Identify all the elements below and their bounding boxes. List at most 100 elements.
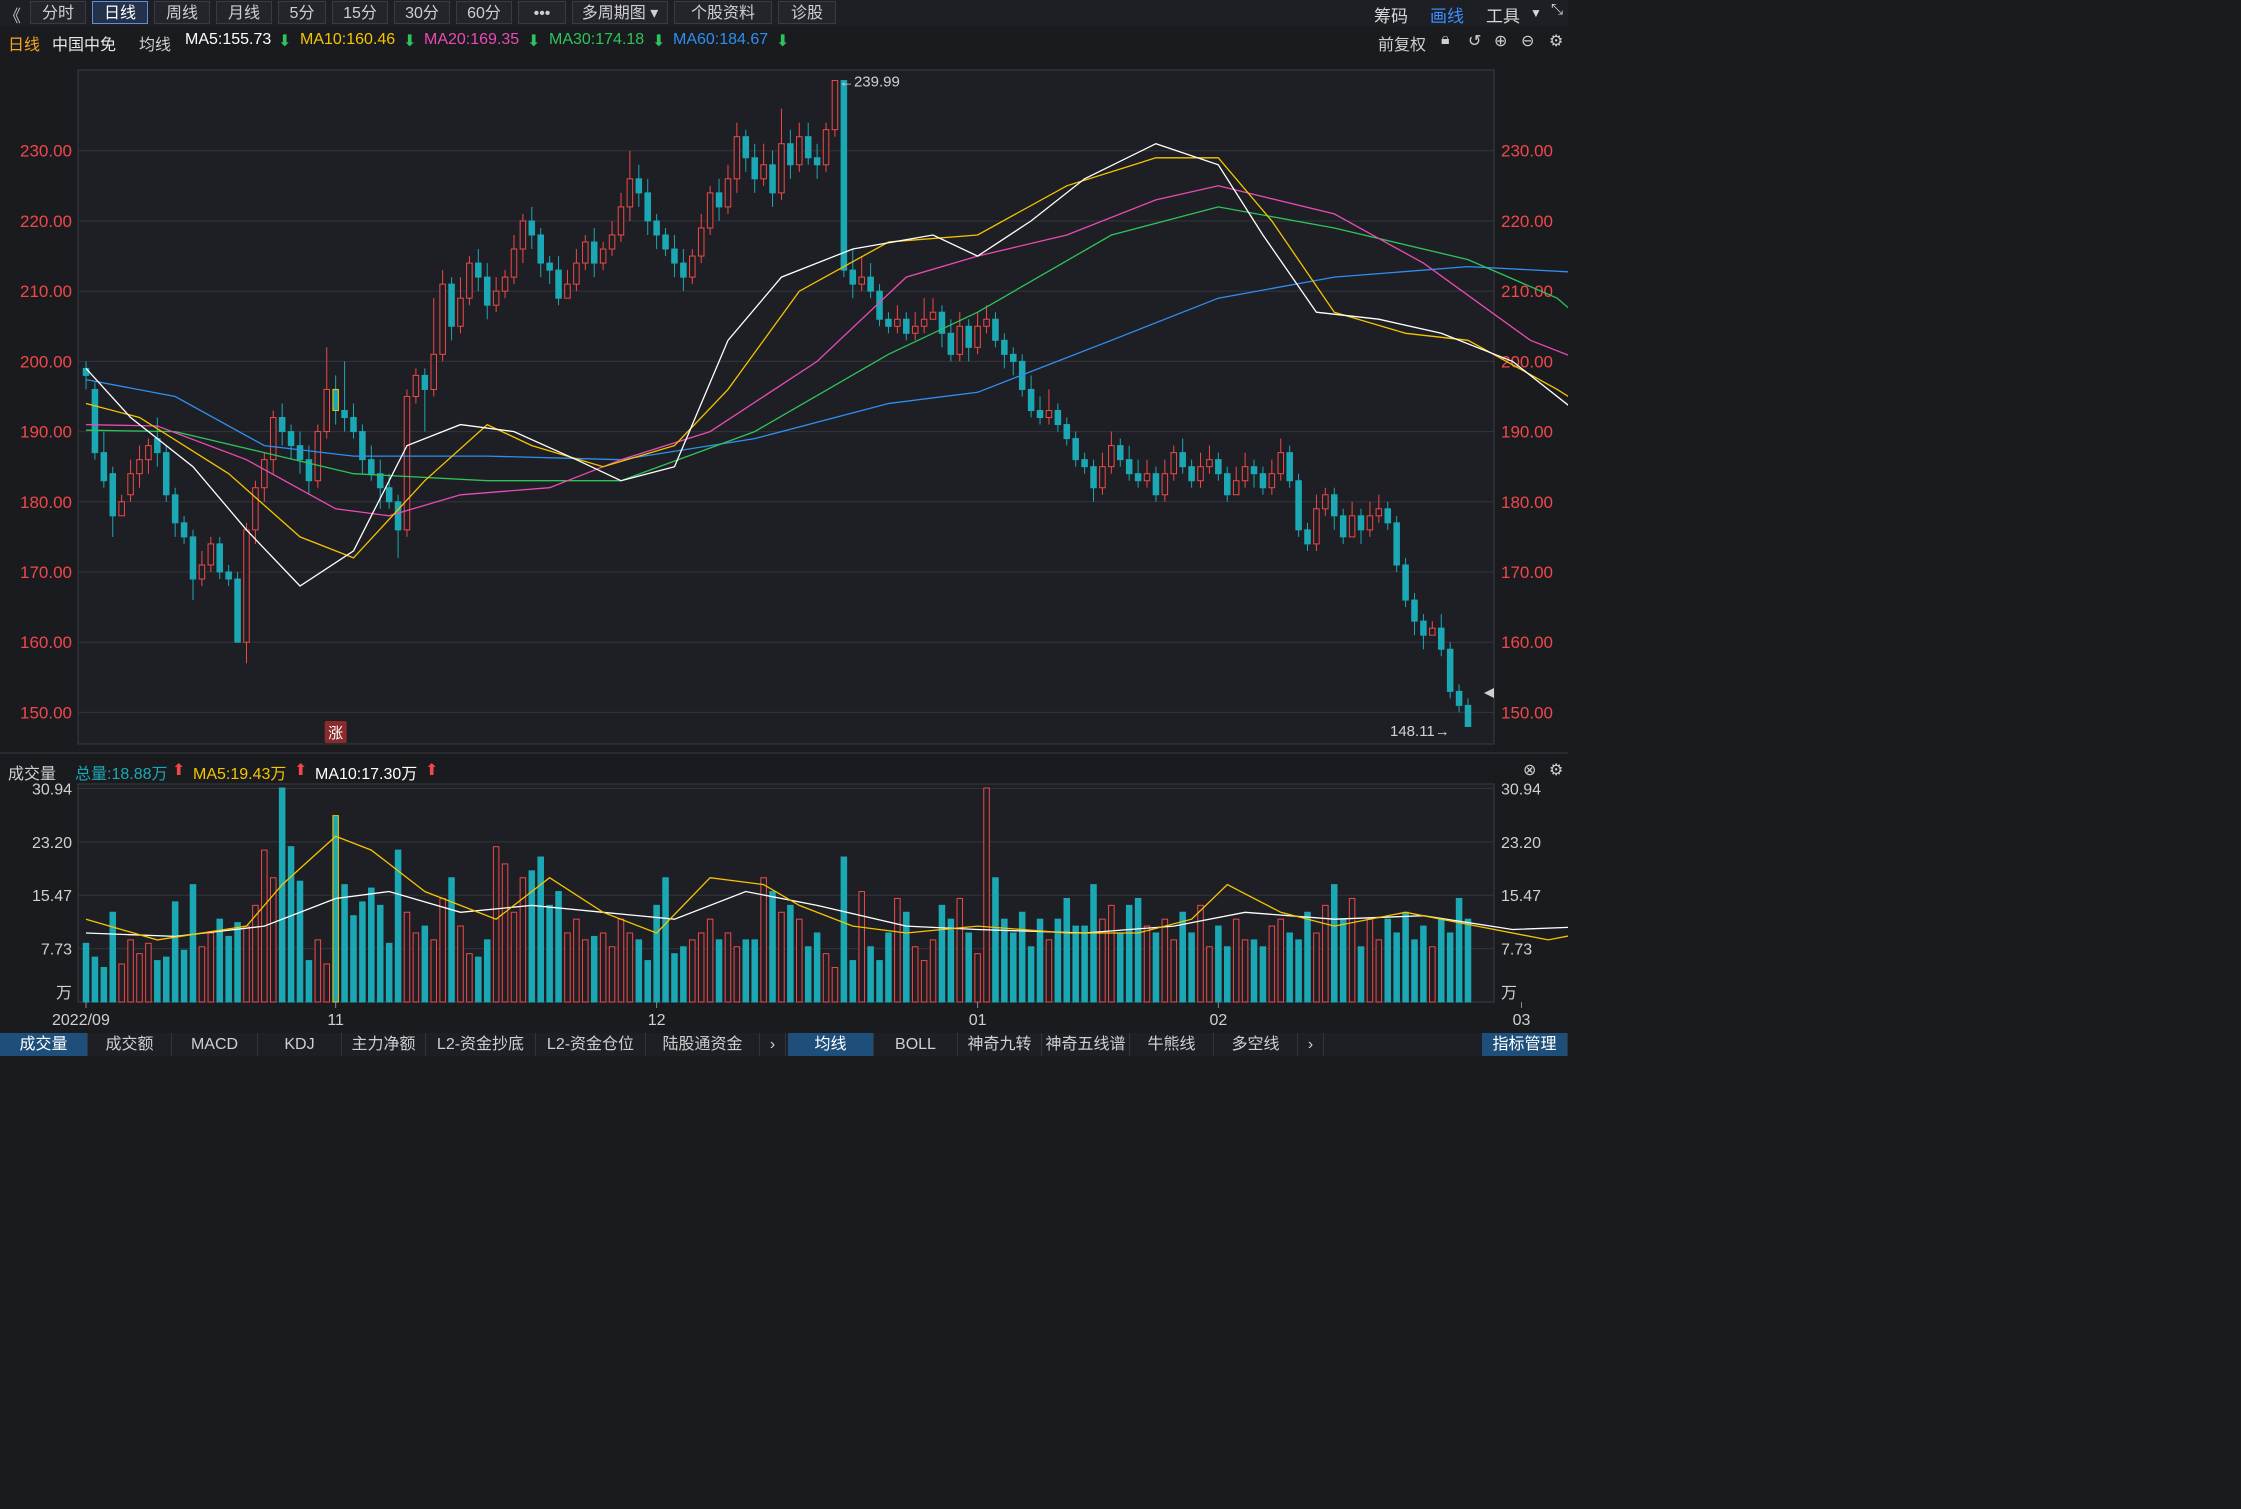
price-axis: 230.00 230.00 220.00 220.00 210.00 210.00 200.…	[20, 142, 1553, 723]
candle-body-72	[724, 178, 732, 208]
stock-name[interactable]: 中国中免	[52, 37, 117, 54]
overlay-tab-4[interactable]: 牛熊线	[1130, 1033, 1214, 1056]
period-tab-2[interactable]: 周线	[154, 1, 210, 24]
candle-body-5	[127, 473, 134, 496]
tools-button[interactable]: 工具	[1486, 7, 1520, 26]
chevron-down-icon[interactable]: ▼	[1530, 6, 1542, 20]
volume-bar-80	[796, 918, 803, 1003]
indicator-tab-7[interactable]: 陆股通资金	[646, 1033, 760, 1056]
volume-bar-142	[1348, 897, 1356, 1003]
lock-icon[interactable]: 🔒︎	[1441, 31, 1450, 48]
candle-97	[947, 319, 955, 362]
close-icon[interactable]: ⊗	[1523, 762, 1537, 779]
chips-button[interactable]: 筹码	[1374, 7, 1408, 26]
volume-bar-31	[359, 901, 366, 1003]
candle-94	[920, 298, 928, 334]
price-tick-left-2: 210.00	[20, 282, 72, 301]
scroll-right-icon[interactable]: ›	[760, 1033, 786, 1056]
volume-bar-32	[368, 887, 375, 1003]
ma10-line	[85, 157, 1568, 559]
candle-46	[492, 277, 500, 313]
volume-bar-46	[492, 846, 500, 1003]
overlay-scroll-right-icon[interactable]: ›	[1298, 1033, 1324, 1056]
volume-tick-left-2: 15.47	[32, 888, 72, 905]
settings-icon[interactable]: ⚙	[1549, 33, 1564, 50]
volume-unit-left: 万	[56, 985, 72, 1002]
candle-101	[983, 305, 990, 334]
zoom-in-icon[interactable]: ⊕	[1494, 33, 1508, 50]
overlay-tab-3[interactable]: 神奇五线谱	[1042, 1033, 1130, 1056]
candle-7	[145, 438, 152, 474]
period-tab-1[interactable]: 日线	[92, 1, 148, 24]
undo-icon[interactable]: ↺	[1468, 33, 1482, 50]
indicator-tab-6[interactable]: L2-资金仓位	[536, 1033, 646, 1056]
price-tick-left-0: 230.00	[20, 142, 72, 161]
candle-155	[1464, 698, 1472, 727]
volume-title[interactable]: 成交量	[8, 766, 57, 783]
back-icon[interactable]: 《	[4, 7, 21, 26]
zoom-out-icon[interactable]: ⊖	[1521, 33, 1535, 50]
volume-bar-145	[1375, 939, 1383, 1003]
volume-settings-icon[interactable]: ⚙	[1549, 762, 1564, 779]
period-tab-8[interactable]: •••	[518, 1, 566, 24]
volume-bar-53	[555, 891, 562, 1003]
period-tab-0[interactable]: 分时	[30, 1, 86, 24]
overlay-tab-1[interactable]: BOLL	[874, 1033, 958, 1056]
indicator-manage-button[interactable]: 指标管理	[1482, 1033, 1568, 1056]
date-label-5: 03	[1513, 1012, 1531, 1029]
volume-bar-90	[885, 932, 892, 1003]
candle-body-86	[849, 269, 857, 285]
candle-body-102	[992, 318, 999, 341]
candle-79	[787, 129, 794, 179]
draw-line-button[interactable]: 画线	[1430, 7, 1464, 26]
adjust-select[interactable]: 前复权	[1378, 37, 1427, 54]
indicator-tab-5[interactable]: L2-资金抄底	[426, 1033, 536, 1056]
price-tick-left-6: 170.00	[20, 563, 72, 582]
candle-57	[590, 227, 598, 278]
indicator-tab-0[interactable]: 成交量	[0, 1033, 88, 1056]
candle-144	[1366, 501, 1374, 537]
candle-123	[1179, 438, 1186, 474]
candle-body-69	[697, 227, 705, 257]
volume-bar-78	[778, 911, 785, 1003]
indicator-tab-2[interactable]: MACD	[172, 1033, 258, 1056]
candle-68	[689, 249, 696, 285]
candle-112	[1081, 452, 1088, 474]
indicator-tab-1[interactable]: 成交额	[88, 1033, 172, 1056]
period-tab-6[interactable]: 30分	[394, 1, 450, 24]
candle-132	[1259, 466, 1267, 495]
period-tab-11[interactable]: 诊股	[778, 1, 836, 24]
period-tab-3[interactable]: 月线	[216, 1, 272, 24]
candle-76	[760, 143, 767, 186]
volume-ma10_line	[85, 890, 1568, 938]
period-tab-9[interactable]: 多周期图 ▾	[572, 1, 668, 24]
volume-bar-92	[903, 911, 910, 1003]
indicator-tab-3[interactable]: KDJ	[258, 1033, 342, 1056]
overlay-tab-0[interactable]: 均线	[788, 1033, 874, 1056]
collapse-icon[interactable]: ⤡	[1551, 1, 1564, 18]
candle-39	[430, 298, 437, 397]
candle-body-135	[1286, 452, 1293, 482]
ma-label[interactable]: 均线	[139, 37, 172, 54]
candle-body-106	[1027, 388, 1035, 412]
candle-body-94	[920, 318, 928, 327]
volume-bar-123	[1179, 911, 1186, 1003]
volume-bar-83	[822, 953, 830, 1003]
volume-ma5: MA5:19.43万	[193, 766, 287, 783]
candle-41	[448, 277, 455, 341]
period-tab-7[interactable]: 60分	[456, 1, 512, 24]
candle-99	[965, 319, 972, 362]
volume-bar-98	[956, 897, 964, 1003]
overlay-tab-5[interactable]: 多空线	[1214, 1033, 1298, 1056]
kline-chart[interactable]: 230.00 230.00 220.00 220.00 210.00 210.00 200.…	[0, 0, 1568, 1056]
volume-bar-125	[1197, 904, 1204, 1003]
candle-body-117	[1125, 459, 1133, 475]
volume-ma5_line	[85, 835, 1568, 941]
period-tab-10[interactable]: 个股资料	[674, 1, 772, 24]
candle-115	[1108, 431, 1115, 474]
overlay-tab-2[interactable]: 神奇九转	[958, 1033, 1042, 1056]
period-tab-5[interactable]: 15分	[332, 1, 388, 24]
indicator-tab-4[interactable]: 主力净额	[342, 1033, 426, 1056]
volume-tick-right-2: 15.47	[1501, 888, 1541, 905]
period-tab-4[interactable]: 5分	[278, 1, 326, 24]
